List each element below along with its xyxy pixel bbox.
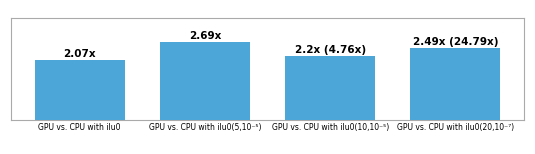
Bar: [285, 56, 375, 120]
Bar: [410, 48, 501, 120]
Text: 2.07x: 2.07x: [63, 49, 96, 59]
Bar: [160, 42, 250, 120]
Text: 2.69x: 2.69x: [189, 31, 221, 41]
Text: 2.49x (24.79x): 2.49x (24.79x): [412, 37, 498, 47]
Bar: [34, 60, 125, 120]
Text: 2.2x (4.76x): 2.2x (4.76x): [295, 45, 366, 55]
